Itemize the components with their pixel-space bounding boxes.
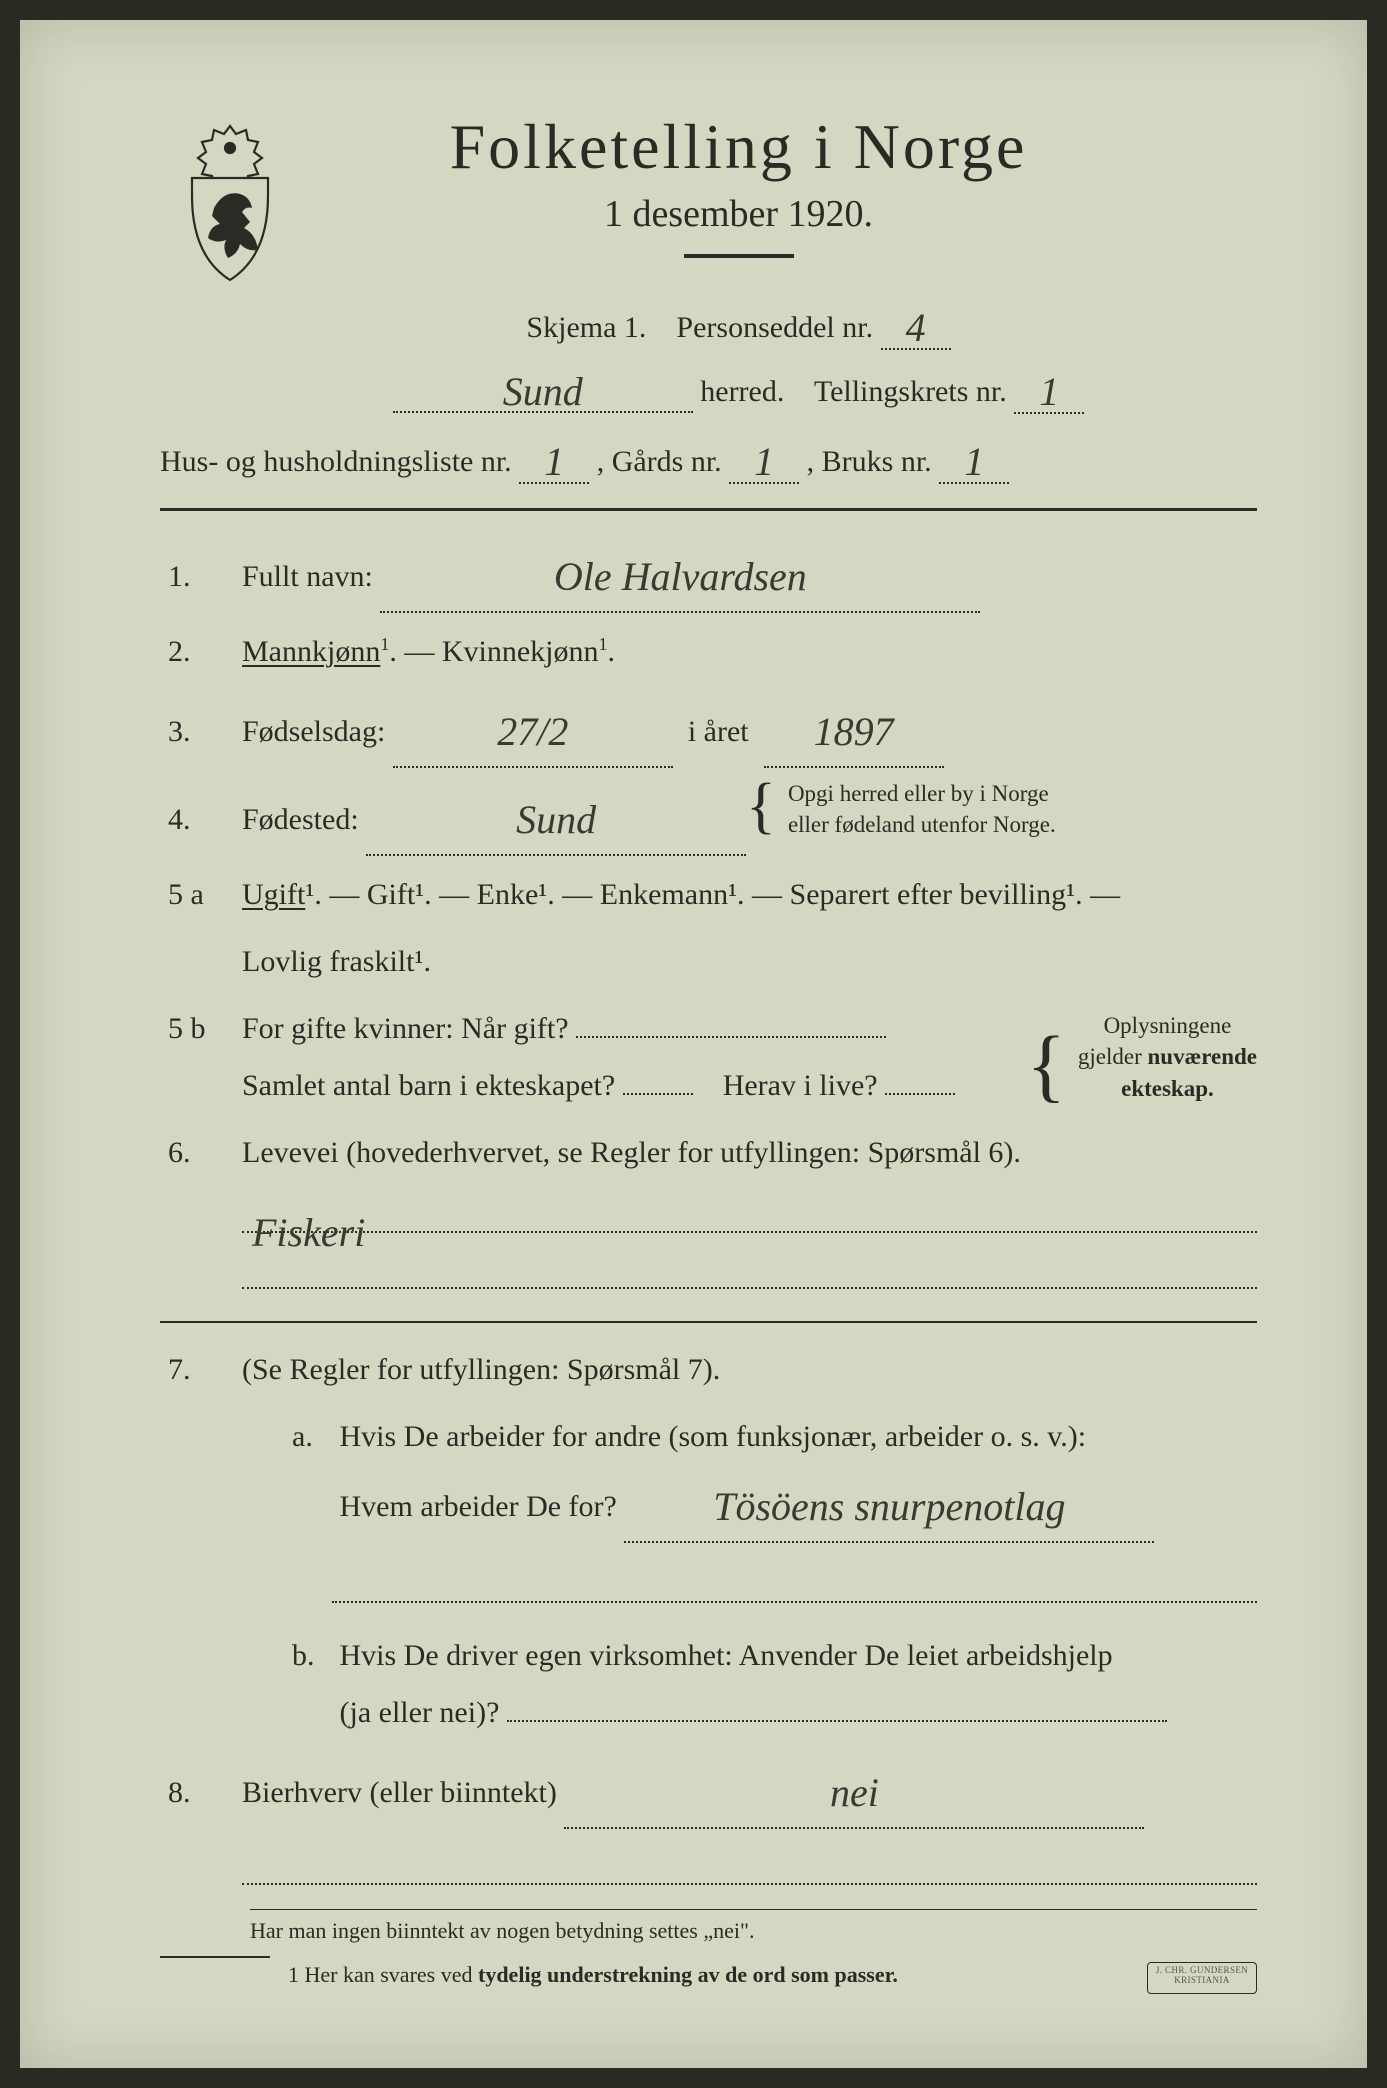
q4-note1: Opgi herred eller by i Norge [788,781,1049,806]
footnotes: Har man ingen biinntekt av nogen betydni… [160,1909,1257,1988]
personseddel-nr: 4 [906,305,926,350]
q7-row: 7. (Se Regler for utfyllingen: Spørsmål … [160,1341,1257,1398]
footnote-rule [160,1956,270,1958]
q5b-note2: gjelder [1078,1044,1148,1069]
q3-num: 3. [160,703,242,760]
q1-label: Fullt navn: [242,560,373,593]
q5a-row: 5 a Ugift¹. — Gift¹. — Enke¹. — Enkemann… [160,866,1257,923]
q3-mid: i året [688,715,749,748]
q2-num: 2. [160,623,242,680]
printer-mark-icon: J. CHR. GUNDERSENKRISTIANIA [1147,1962,1257,1994]
divider-thin [160,1321,1257,1323]
coat-of-arms-icon [170,120,290,290]
q5b-row: 5 b For gifte kvinner: Når gift? Samlet … [160,1000,1257,1114]
q7b-letter: b. [292,1627,332,1684]
meta-line-2: Sund herred. Tellingskrets nr. 1 [160,364,1257,414]
q5b-note3: ekteskap. [1121,1076,1214,1101]
q7a-row: a. Hvis De arbeider for andre (som funks… [160,1408,1257,1617]
q5b-l2b: Herav i live? [723,1069,878,1102]
meta-line-3: Hus- og husholdningsliste nr. 1 , Gårds … [160,434,1257,484]
q4-row: 4. Fødested: Sund { Opgi herred eller by… [160,778,1257,856]
gards-label: , Gårds nr. [597,445,722,478]
q4-note2: eller fødeland utenfor Norge. [788,812,1056,837]
brace-icon-2: { [1027,1032,1066,1098]
q7a-letter: a. [292,1408,332,1465]
herred-label: herred. [700,375,784,408]
q7a-value: Tösöens snurpenotlag [713,1484,1065,1529]
q2-mann: Mannkjønn [242,635,380,668]
q6-value: Fiskeri [252,1195,365,1233]
personseddel-label: Personseddel nr. [676,311,873,344]
q5a-line2: Lovlig fraskilt¹. [242,933,1257,990]
q3-label: Fødselsdag: [242,715,385,748]
hus-nr: 1 [544,439,564,484]
q5b-note1: Oplysningene [1104,1013,1232,1038]
q5a-num: 5 a [160,866,242,923]
skjema-label: Skjema 1. [526,311,646,344]
gards-nr: 1 [754,439,774,484]
q3-day: 27/2 [497,709,568,754]
tellingskrets-nr: 1 [1039,369,1059,414]
q2-kvinne: Kvinnekjønn [442,635,599,668]
footnote-upper: Har man ingen biinntekt av nogen betydni… [250,1909,1257,1944]
q5a-row2: Lovlig fraskilt¹. [160,933,1257,990]
header: Folketelling i Norge 1 desember 1920. [160,110,1257,258]
q7b-row: b. Hvis De driver egen virksomhet: Anven… [160,1627,1257,1741]
q5b-num: 5 b [160,1000,242,1057]
q2-dash: — [404,635,442,668]
q4-label: Fødested: [242,803,359,836]
q7b-l2: (ja eller nei)? [340,1696,500,1729]
main-title: Folketelling i Norge [220,110,1257,184]
q1-num: 1. [160,548,242,605]
q7-num: 7. [160,1341,242,1398]
bruks-nr: 1 [964,439,984,484]
footnote-lower-prefix: 1 Her kan svares ved [288,1962,478,1987]
q6-label: Levevei (hovederhvervet, se Regler for u… [242,1124,1257,1181]
q1-value: Ole Halvardsen [554,554,807,599]
q2-row: 2. Mannkjønn1. — Kvinnekjønn1. [160,623,1257,680]
tellingskrets-label: Tellingskrets nr. [814,375,1007,408]
q7a-l1: Hvis De arbeider for andre (som funksjon… [340,1420,1087,1453]
divider-thick [160,508,1257,511]
q7a-l2: Hvem arbeider De for? [340,1490,617,1523]
title-rule [684,254,794,258]
q5b-l1: For gifte kvinner: Når gift? [242,1012,569,1045]
q7b-l1: Hvis De driver egen virksomhet: Anvender… [340,1639,1113,1672]
q2-sup2: 1 [598,634,607,654]
form-body: 1. Fullt navn: Ole Halvardsen 2. Mannkjø… [160,535,1257,1899]
census-form-page: Folketelling i Norge 1 desember 1920. Sk… [20,20,1367,2068]
meta-line-1: Skjema 1. Personseddel nr. 4 [160,300,1257,350]
q1-row: 1. Fullt navn: Ole Halvardsen [160,535,1257,613]
q4-num: 4. [160,791,242,848]
q3-row: 3. Fødselsdag: 27/2 i året 1897 [160,690,1257,768]
bruks-label: , Bruks nr. [807,445,932,478]
hus-label: Hus- og husholdningsliste nr. [160,445,512,478]
q6-row: 6. Levevei (hovederhvervet, se Regler fo… [160,1124,1257,1181]
q5b-note2b: nuværende [1148,1044,1258,1069]
q6-value-row: Fiskeri [160,1191,1257,1303]
q4-value: Sund [516,797,596,842]
q8-label: Bierhverv (eller biinntekt) [242,1776,557,1809]
brace-icon: { [746,782,776,832]
q6-num: 6. [160,1124,242,1181]
footnote-lower-bold: tydelig understrekning av de ord som pas… [478,1962,898,1987]
q8-value: nei [830,1770,879,1815]
q8-row: 8. Bierhverv (eller biinntekt) nei [160,1751,1257,1899]
subtitle: 1 desember 1920. [220,192,1257,236]
q2-sup1: 1 [380,634,389,654]
q8-num: 8. [160,1764,242,1821]
herred-value: Sund [503,369,583,414]
q3-year: 1897 [814,709,894,754]
q5b-l2a: Samlet antal barn i ekteskapet? [242,1069,615,1102]
q7-intro: (Se Regler for utfyllingen: Spørsmål 7). [242,1341,1257,1398]
